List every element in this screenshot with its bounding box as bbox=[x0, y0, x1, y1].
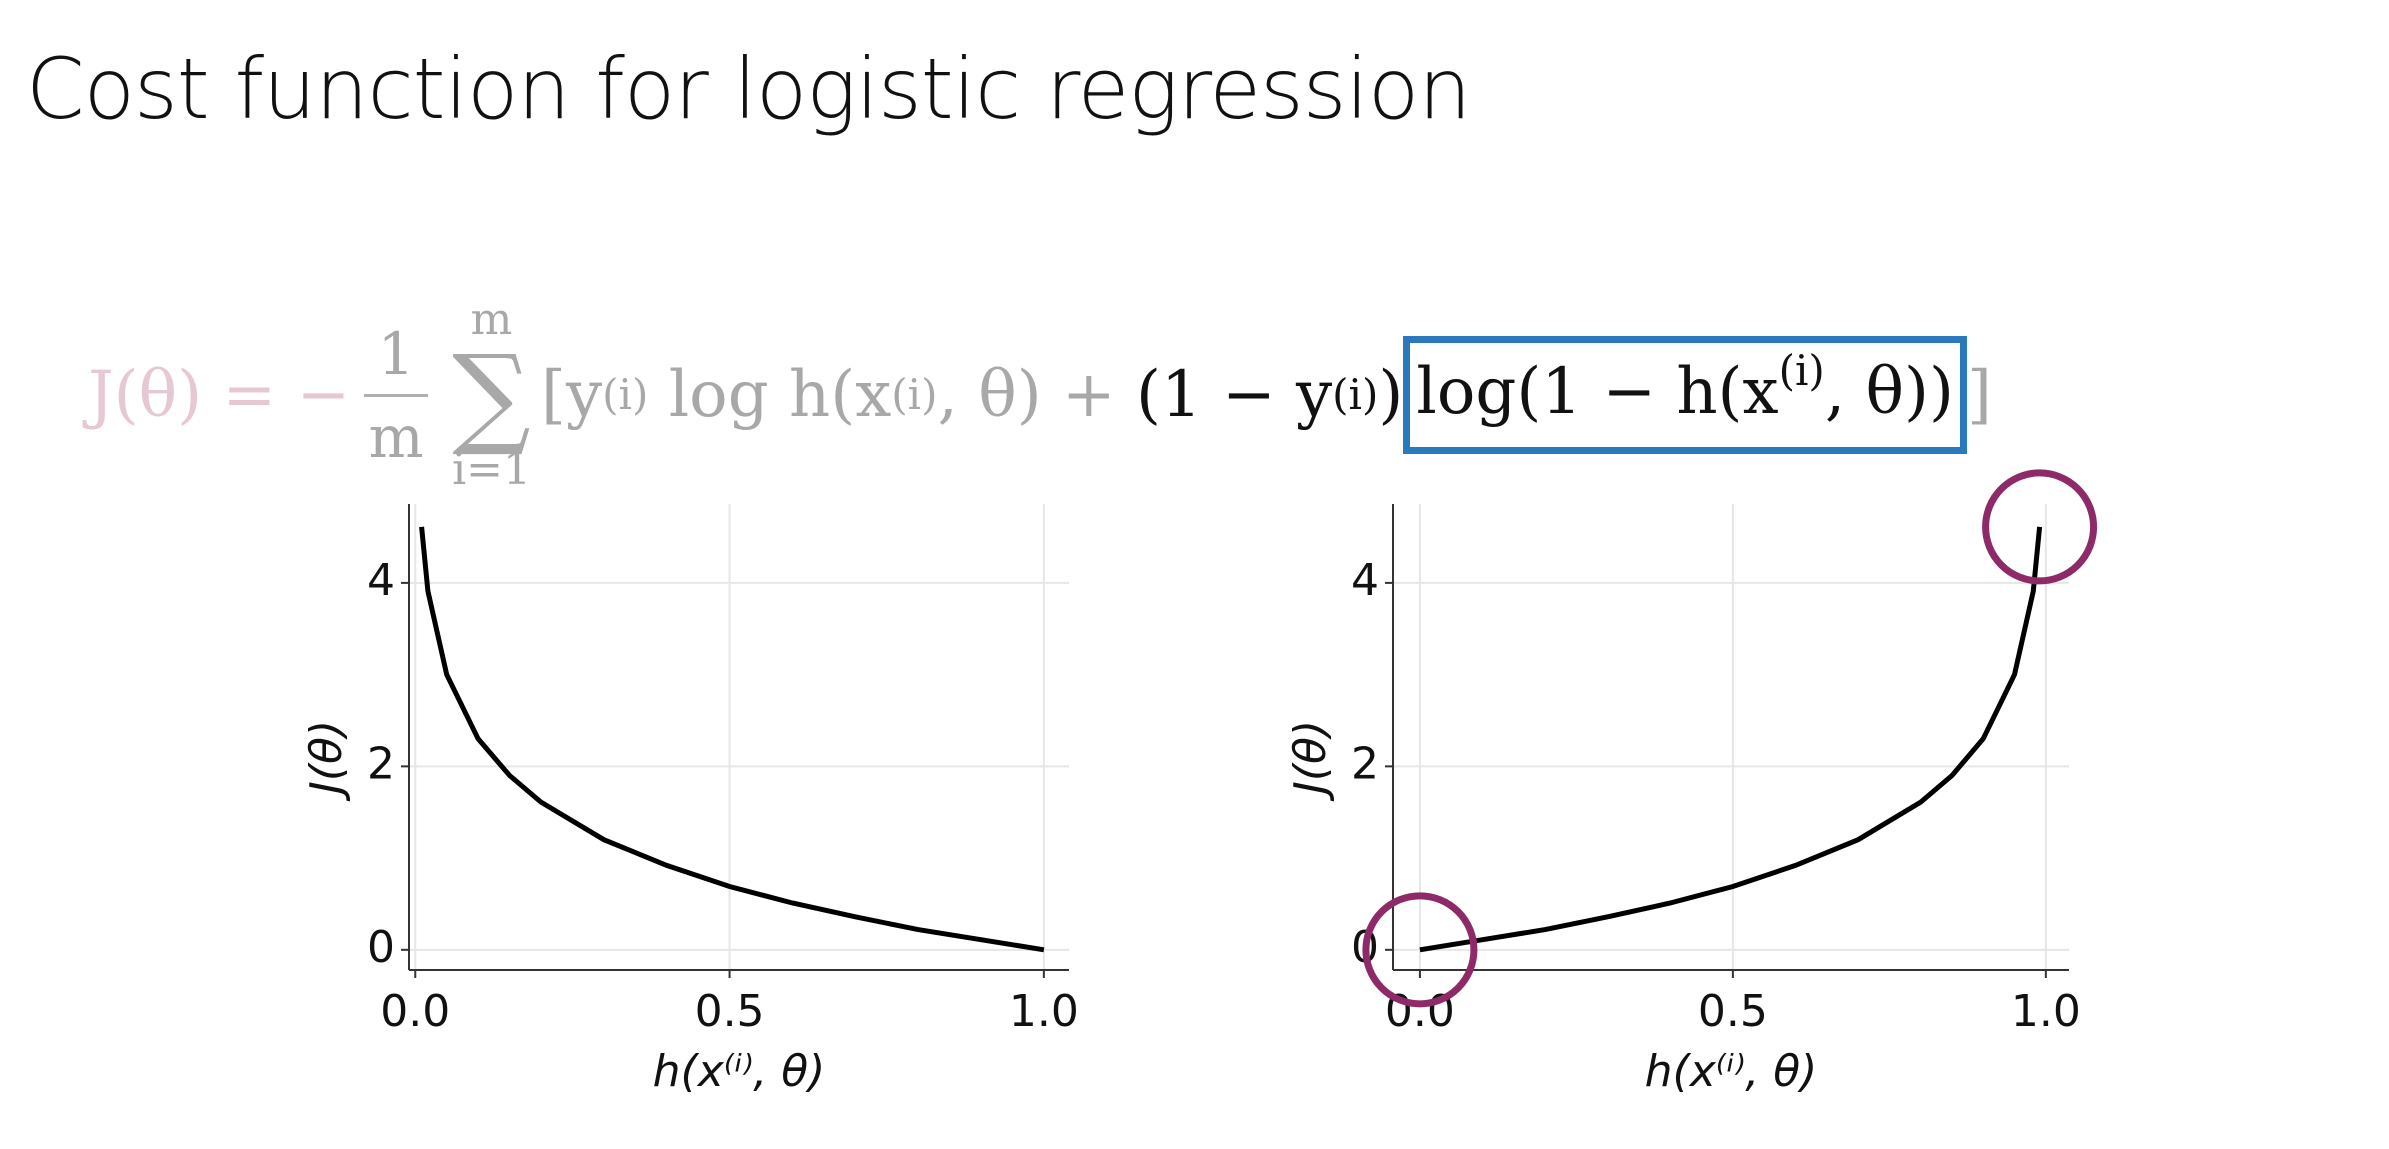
sum-symbol: ∑ bbox=[452, 331, 531, 459]
line bbox=[1419, 526, 2043, 953]
fraction-denominator: m bbox=[368, 402, 424, 471]
x-tick-label: 0.5 bbox=[695, 986, 765, 1037]
sum-upper: m bbox=[470, 294, 513, 345]
y-tick-label: 2 bbox=[367, 738, 395, 789]
fraction: 1 m bbox=[364, 319, 429, 471]
fraction-bar bbox=[364, 393, 429, 397]
x-axis-label: h(x⁽ⁱ⁾, θ) bbox=[1645, 1046, 1818, 1097]
y-axis-label: J(θ) bbox=[301, 720, 352, 802]
formula-lhs: J(θ) = − bbox=[88, 358, 351, 432]
sum-lower: i=1 bbox=[452, 444, 531, 495]
formula-text: , θ) + bbox=[937, 358, 1136, 432]
x-tick-label: 0.5 bbox=[1698, 986, 1768, 1037]
line bbox=[419, 526, 1045, 953]
formula-superscript: (i) bbox=[1778, 346, 1825, 395]
highlight-box: log(1 − h(x(i), θ)) bbox=[1403, 336, 1967, 454]
x-axis-label: h(x⁽ⁱ⁾, θ) bbox=[653, 1046, 826, 1097]
y-tick-label: 4 bbox=[1351, 555, 1379, 606]
x-tick-label: 0.0 bbox=[380, 986, 450, 1037]
formula-text: log h(x bbox=[648, 358, 892, 432]
formula-text: ] bbox=[1966, 358, 1992, 432]
slide-title: Cost function for logistic regression bbox=[26, 40, 1472, 138]
x-tick-label: 1.0 bbox=[1009, 986, 1079, 1037]
formula: J(θ) = − 1 m m ∑ i=1 [y (i) log h(x (i), θ… bbox=[88, 294, 1992, 495]
y-tick-label: 2 bbox=[1351, 738, 1379, 789]
fraction-numerator: 1 bbox=[377, 319, 415, 388]
summation: m ∑ i=1 bbox=[452, 295, 531, 495]
y-tick-label: 4 bbox=[367, 555, 395, 606]
y-axis-label: J(θ) bbox=[1285, 720, 1336, 802]
formula-text: (1 − y bbox=[1136, 358, 1333, 432]
y-tick-label: 0 bbox=[367, 922, 395, 973]
highlight-circle bbox=[1362, 892, 1478, 1008]
x-tick-label: 1.0 bbox=[2011, 986, 2081, 1037]
highlight-circle bbox=[1982, 469, 2098, 585]
formula-text: log(1 − h(x bbox=[1416, 355, 1779, 429]
formula-text: ) bbox=[1378, 358, 1404, 432]
formula-text: [y bbox=[541, 358, 603, 432]
x-tick-label: 0.0 bbox=[1385, 986, 1455, 1037]
formula-text: , θ)) bbox=[1824, 355, 1954, 429]
